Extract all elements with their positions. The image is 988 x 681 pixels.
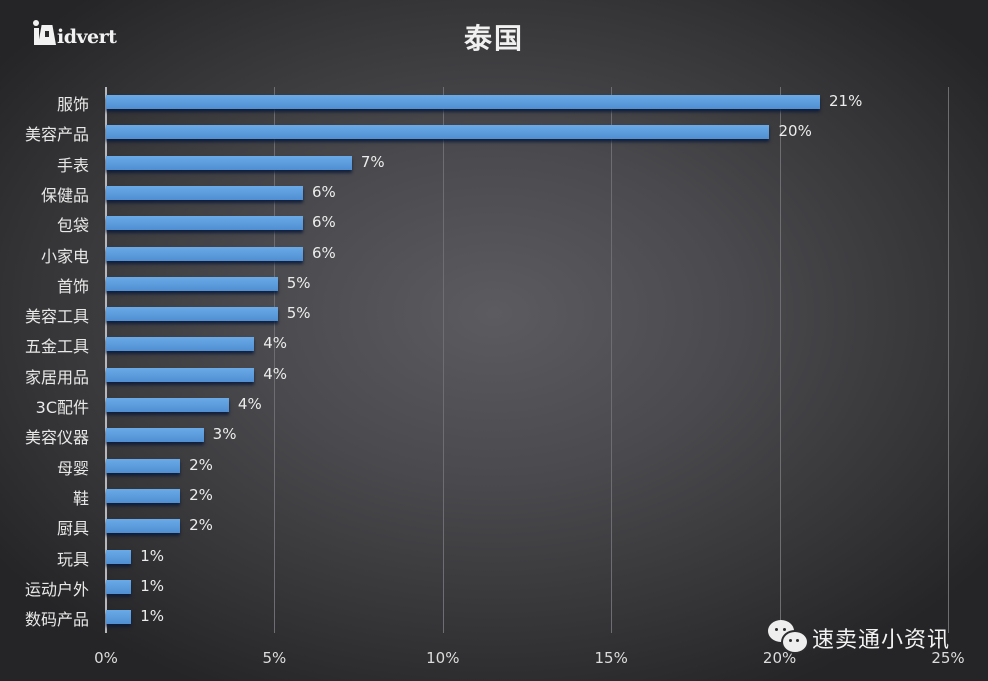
value-label: 6% (312, 182, 336, 201)
x-tick-label: 20% (762, 649, 797, 667)
bar (106, 216, 304, 231)
bar-row: 3C配件 4% (36, 390, 948, 420)
y-axis-line (105, 87, 107, 633)
category-label: 运动户外 (24, 579, 89, 599)
bar (106, 579, 132, 594)
watermark: 速卖通小资讯 (768, 620, 950, 656)
wechat-icon (768, 620, 809, 656)
bar (106, 246, 304, 261)
bar-row: 母婴 2% (57, 451, 948, 481)
bar-row: 包袋 6% (57, 208, 948, 238)
bar (106, 367, 255, 382)
bar (106, 95, 821, 109)
bar (106, 185, 304, 200)
value-label: 20% (778, 122, 812, 141)
bar-row: 美容产品 20% (25, 117, 948, 147)
bar-row: 数码产品 1% (25, 602, 948, 632)
bar (106, 428, 204, 443)
value-label: 4% (263, 334, 287, 353)
gridline (779, 87, 781, 633)
chart-title: 泰国 (463, 22, 524, 55)
category-label: 家居用品 (24, 367, 89, 387)
bar-row: 服饰 21% (57, 87, 948, 117)
bar (106, 337, 255, 352)
value-label: 4% (263, 364, 287, 383)
value-label: 2% (189, 516, 213, 535)
category-label: 厨具 (56, 519, 89, 539)
bar-row: 厨具 2% (57, 511, 948, 541)
value-label: 6% (312, 243, 336, 262)
category-label: 美容工具 (24, 307, 89, 327)
value-label: 6% (312, 213, 336, 232)
category-label: 手表 (56, 155, 89, 175)
category-label: 玩具 (56, 549, 89, 569)
value-label: 2% (189, 485, 213, 504)
value-label: 4% (237, 395, 262, 413)
value-label: 1% (140, 576, 165, 595)
value-label: 1% (140, 546, 165, 565)
x-tick-label: 5% (262, 649, 287, 667)
category-label: 母婴 (56, 458, 89, 478)
bar (106, 276, 278, 291)
category-label: 首饰 (56, 276, 89, 296)
category-label: 3C配件 (35, 398, 89, 417)
value-label: 1% (140, 607, 165, 626)
bar (106, 610, 132, 625)
bar-row: 首饰 5% (57, 269, 948, 299)
value-label: 3% (212, 425, 237, 444)
x-tick-label: 15% (594, 649, 628, 667)
gridline (442, 87, 444, 633)
bar-row: 家居用品 4% (25, 360, 948, 390)
gridline (274, 87, 276, 633)
bar-row: 保健品 6% (41, 178, 948, 208)
value-label: 5% (286, 273, 311, 292)
bar-row: 小家电 6% (41, 239, 948, 269)
gridline (611, 87, 613, 633)
logo-text: idvert (57, 26, 117, 48)
x-tick-label: 0% (94, 649, 118, 667)
bar-row: 五金工具 4% (25, 329, 948, 359)
x-tick-label: 10% (426, 649, 460, 667)
bar (106, 488, 181, 503)
bar-row: 手表 7% (57, 148, 948, 178)
value-label: 5% (286, 304, 311, 323)
category-label: 服饰 (56, 95, 89, 114)
bar (106, 125, 770, 140)
bar-row: 鞋 2% (73, 481, 948, 511)
value-label: 7% (360, 152, 385, 171)
bar-row: 美容仪器 3% (25, 420, 948, 450)
bar (106, 519, 181, 534)
category-label: 美容产品 (24, 125, 89, 145)
bar-row: 美容工具 5% (25, 299, 948, 329)
bar (106, 155, 352, 170)
category-label: 小家电 (40, 246, 89, 266)
category-label: 包袋 (56, 216, 89, 236)
value-label: 2% (189, 455, 213, 474)
aidvert-logo: idvert (32, 18, 117, 48)
category-label: 保健品 (40, 185, 89, 205)
gridline (948, 87, 949, 633)
value-label: 21% (829, 92, 863, 110)
x-tick-label: 25% (931, 649, 965, 667)
category-label: 五金工具 (24, 337, 89, 357)
watermark-text: 速卖通小资讯 (812, 628, 951, 653)
bar (106, 549, 132, 564)
logo-mark-icon (32, 20, 56, 48)
bar (106, 398, 229, 412)
category-label: 鞋 (72, 488, 89, 508)
bar-row: 运动户外 1% (25, 572, 948, 602)
plot-area: 0% 5% 10% 15% 20% 25% 服饰 21% 美容产品 20% 手表 7% 保健品 6% 包袋 6… (25, 87, 965, 667)
bar (106, 307, 278, 322)
category-label: 美容仪器 (24, 428, 89, 448)
bar (106, 458, 181, 473)
bar-row: 玩具 1% (57, 542, 948, 572)
category-label: 数码产品 (24, 610, 89, 630)
